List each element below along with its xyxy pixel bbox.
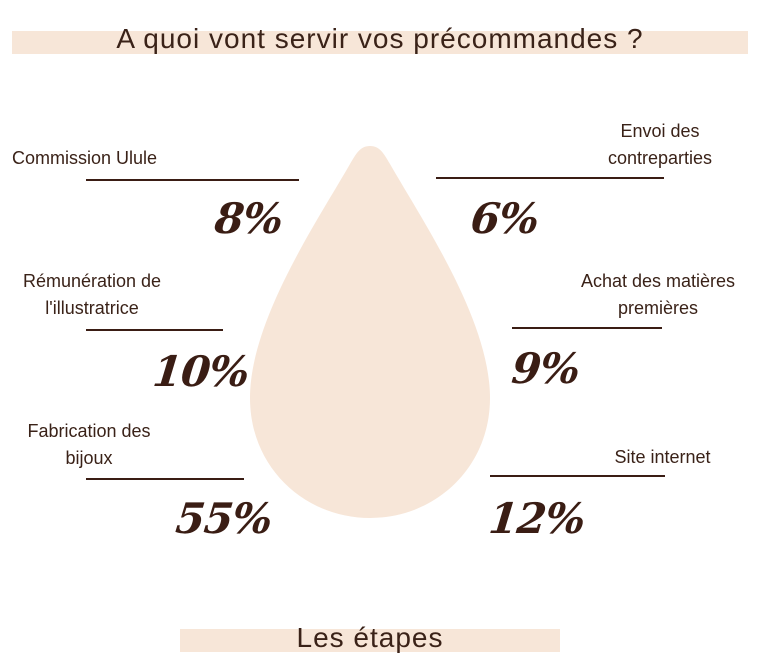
label-line: Envoi des xyxy=(620,121,700,141)
label-line: Commission Ulule xyxy=(12,148,158,168)
title-band xyxy=(12,31,748,54)
section-title: Les étapes xyxy=(296,622,444,653)
slice-label-achat-matieres: Achat des matières premières xyxy=(565,268,751,322)
slice-label-commission-ulule: Commission Ulule xyxy=(12,145,272,172)
drop-icon xyxy=(250,146,490,518)
page-title: A quoi vont servir vos précommandes ? xyxy=(116,23,644,54)
slice-value-remuneration-illustratrice: 10% xyxy=(150,347,251,396)
label-line: Rémunération de xyxy=(22,271,162,291)
slice-line-envoi-contreparties xyxy=(436,177,664,179)
label-line: bijoux xyxy=(65,448,113,468)
slice-line-site-internet xyxy=(490,475,665,477)
label-line: Site internet xyxy=(614,447,711,467)
slice-value-site-internet: 12% xyxy=(486,494,587,543)
subtitle-band xyxy=(180,629,560,652)
label-line: l'illustratrice xyxy=(45,298,139,318)
slice-value-achat-matieres: 9% xyxy=(509,344,582,393)
slice-line-remuneration-illustratrice xyxy=(86,329,223,331)
slice-label-fabrication-bijoux: Fabrication des bijoux xyxy=(14,418,164,472)
label-line: Achat des matières xyxy=(580,271,736,291)
slice-value-commission-ulule: 8% xyxy=(212,194,285,243)
slice-label-remuneration-illustratrice: Rémunération de l'illustratrice xyxy=(0,268,184,322)
slice-line-commission-ulule xyxy=(86,179,299,181)
label-line: contreparties xyxy=(607,148,713,168)
slice-value-fabrication-bijoux: 55% xyxy=(173,494,274,543)
label-line: Fabrication des xyxy=(27,421,151,441)
slice-line-fabrication-bijoux xyxy=(86,478,244,480)
slice-label-envoi-contreparties: Envoi des contreparties xyxy=(560,118,760,172)
slice-line-achat-matieres xyxy=(512,327,662,329)
slice-label-site-internet: Site internet xyxy=(600,444,725,471)
slice-value-envoi-contreparties: 6% xyxy=(468,194,541,243)
label-line: premières xyxy=(617,298,699,318)
